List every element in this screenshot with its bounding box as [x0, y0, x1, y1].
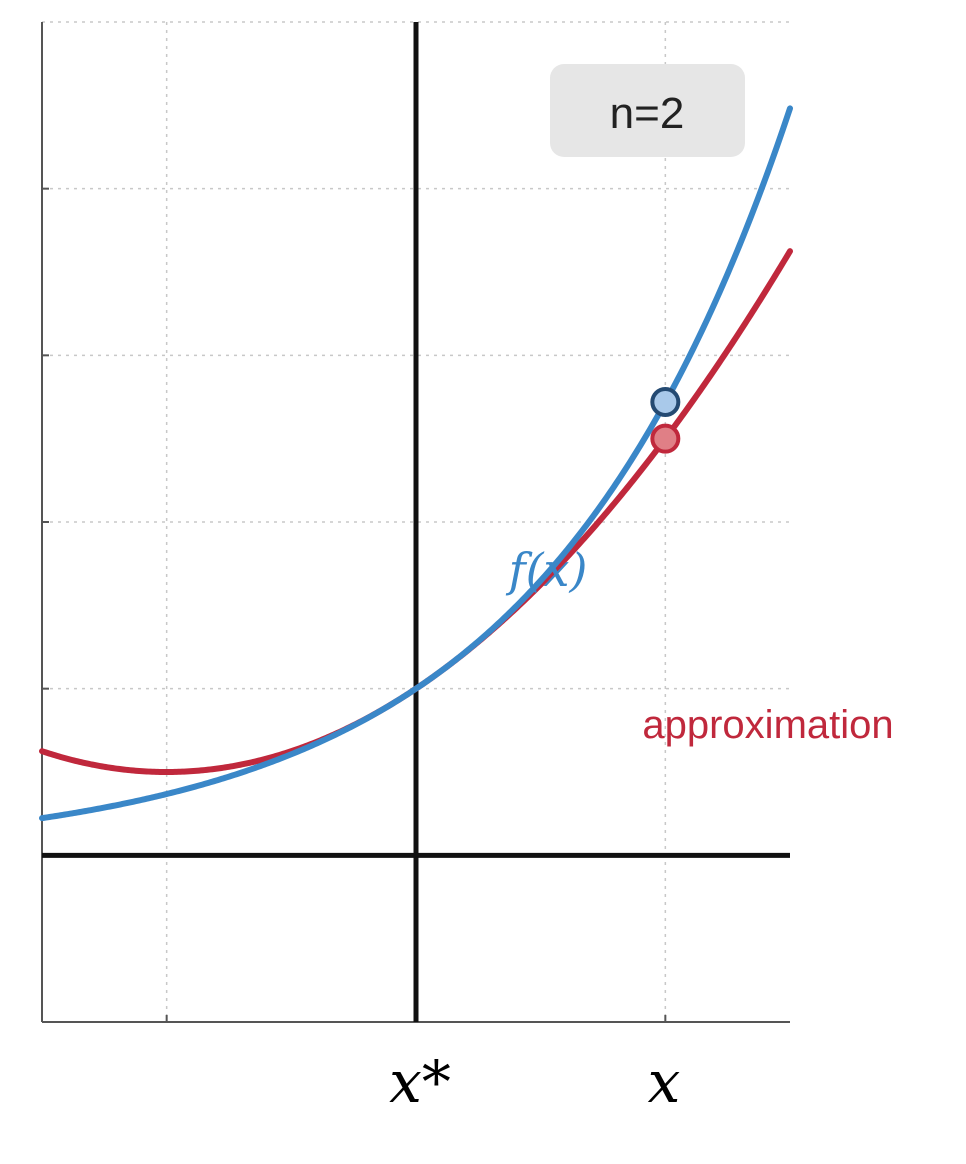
x-tick-label: x: [648, 1048, 681, 1116]
x-star-tick-label: x*: [389, 1048, 451, 1116]
function-point-marker: [650, 387, 681, 417]
approximation-label: approximation: [642, 703, 893, 747]
function-label: f(x): [506, 543, 588, 597]
markers: [650, 387, 681, 454]
approximation-point-marker: [650, 423, 681, 454]
zero-axes: [42, 22, 790, 1022]
order-badge-label: n=2: [610, 89, 685, 138]
order-badge: n=2: [550, 64, 745, 157]
order-badge-background: [550, 64, 745, 157]
